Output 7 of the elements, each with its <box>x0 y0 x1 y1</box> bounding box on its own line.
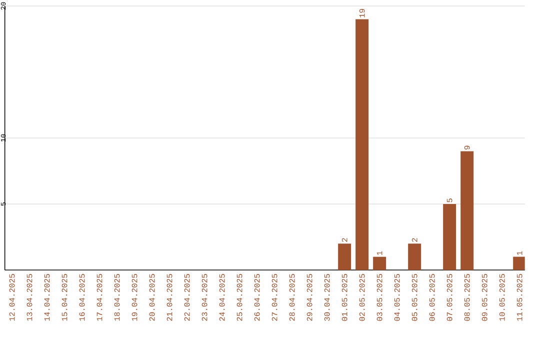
bar <box>338 244 352 270</box>
bar <box>373 256 386 270</box>
bar <box>408 244 422 270</box>
bar <box>356 19 369 270</box>
bar <box>443 204 456 270</box>
bar <box>460 151 474 270</box>
bar <box>513 256 525 270</box>
